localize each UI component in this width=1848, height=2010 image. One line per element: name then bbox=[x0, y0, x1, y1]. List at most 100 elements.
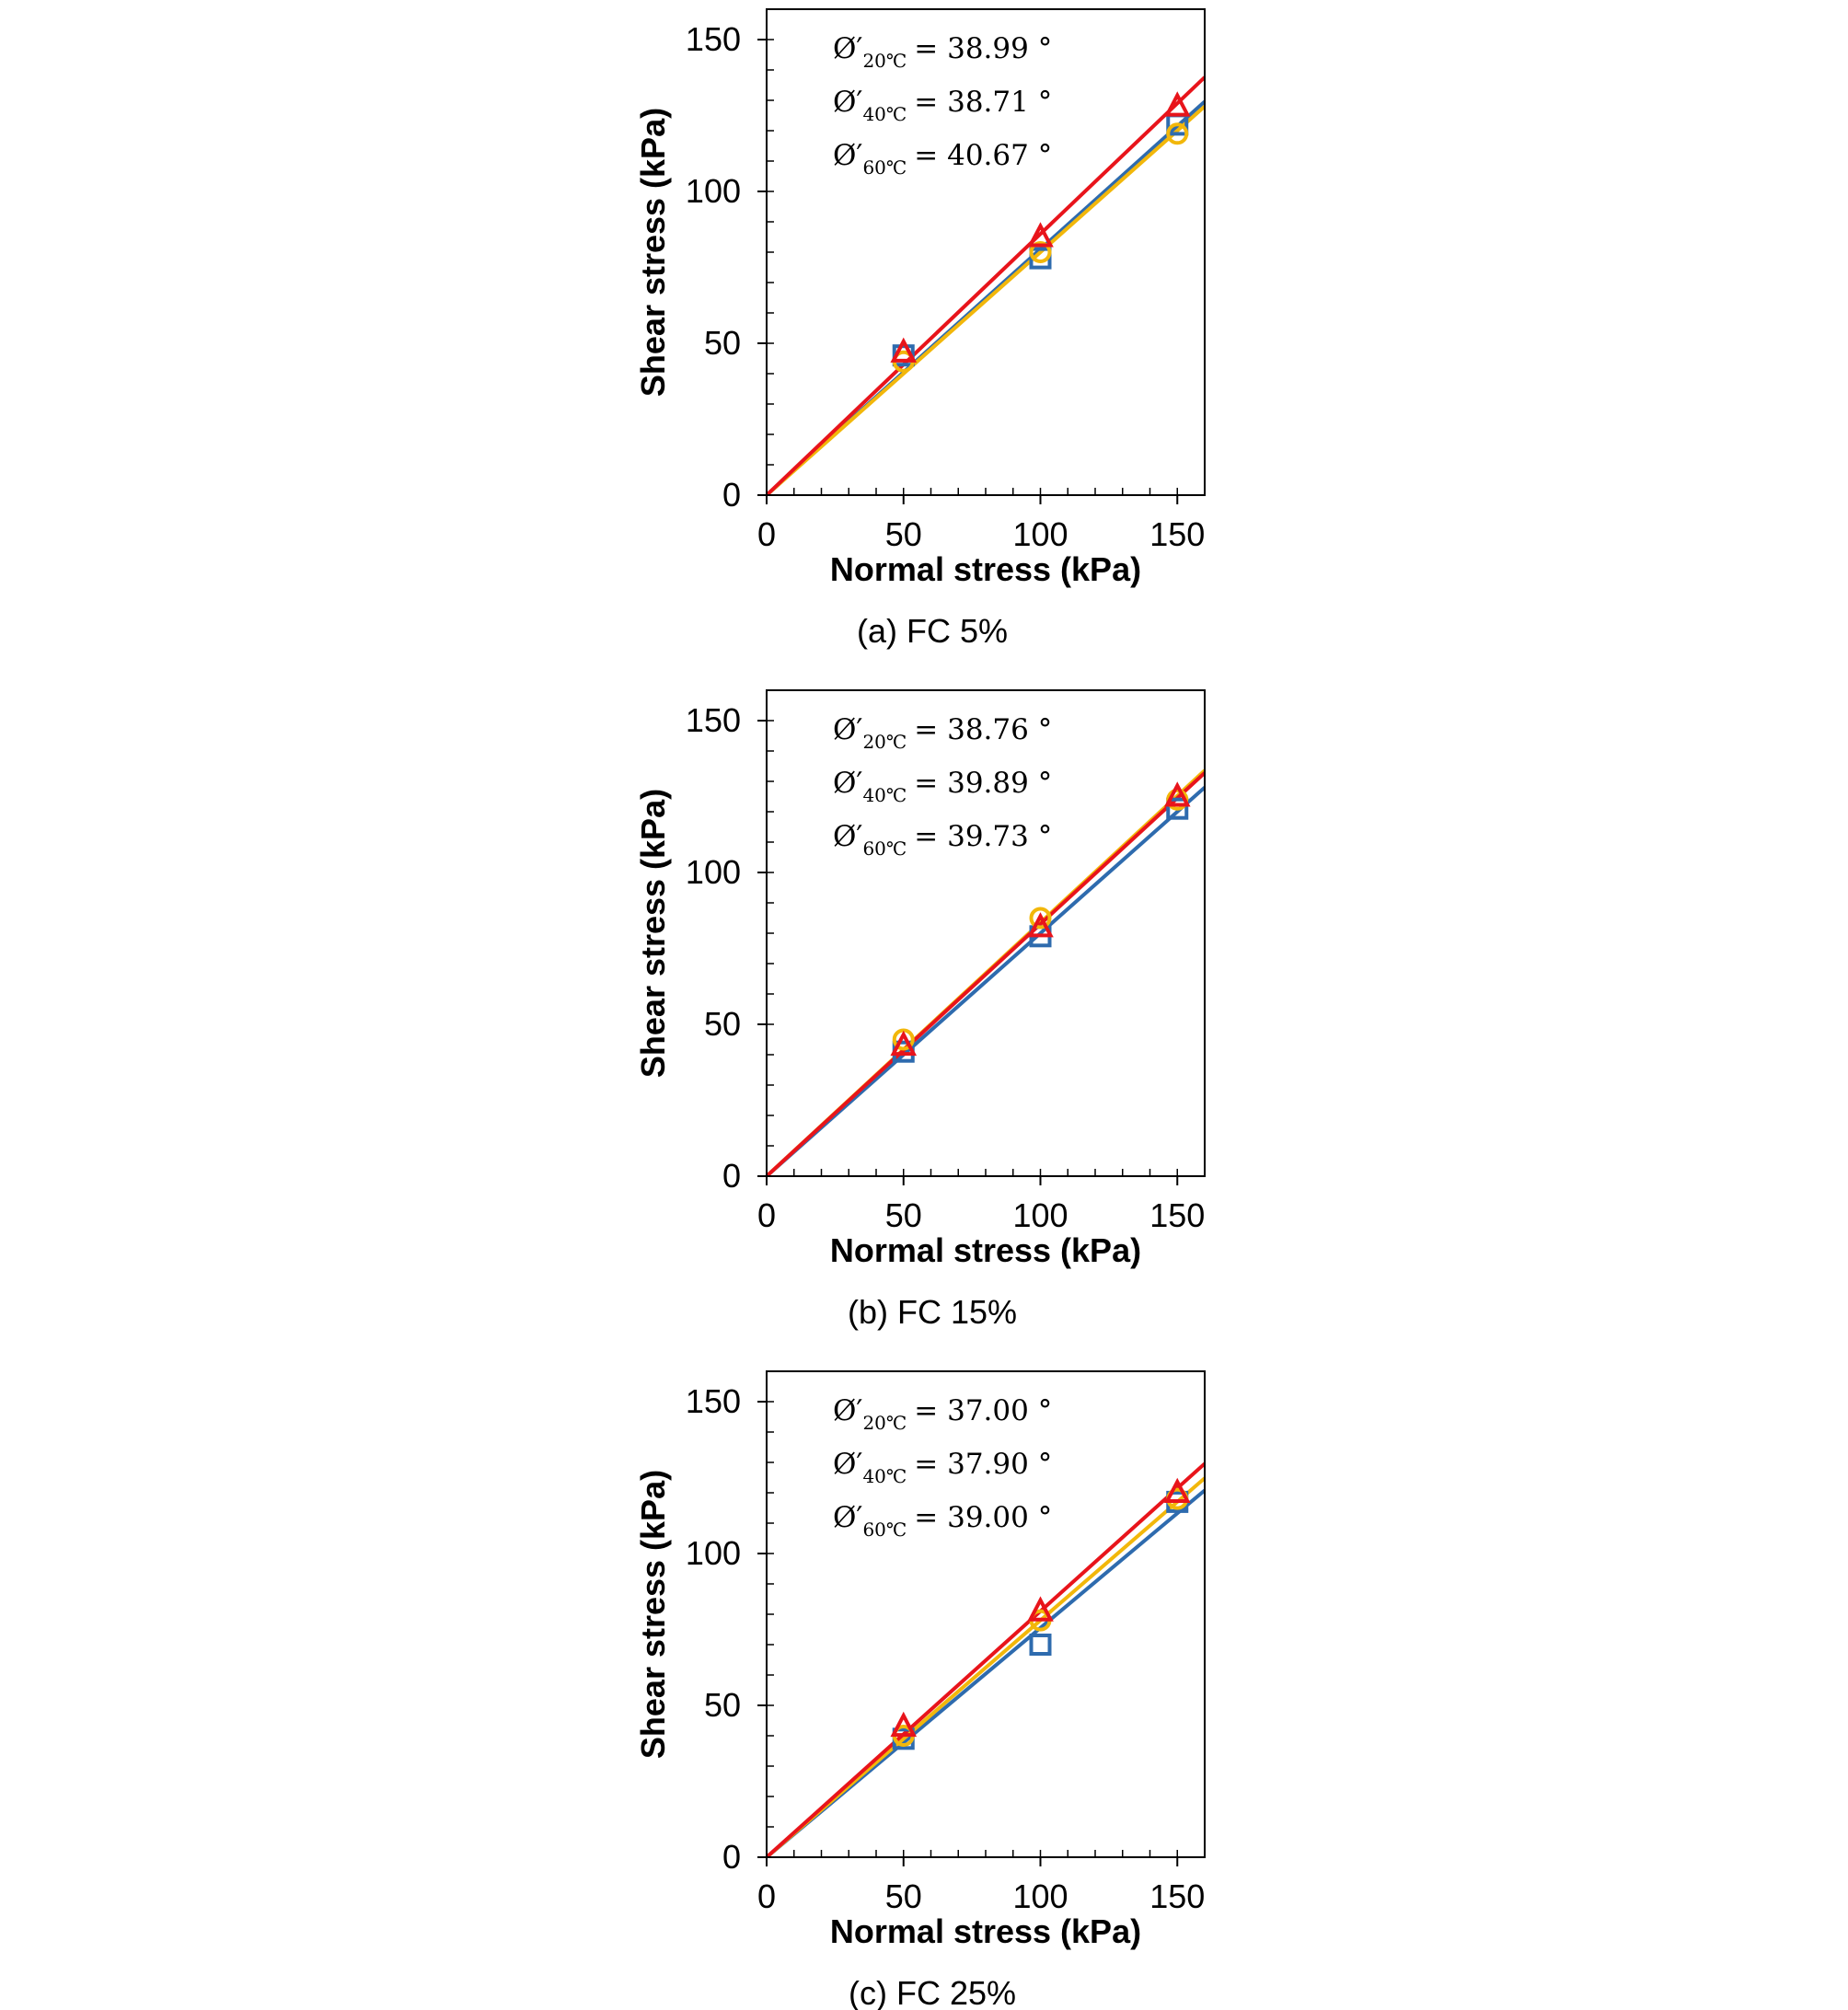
annotation-c-2: Ø′40℃ = 37.90 ° bbox=[833, 1448, 1052, 1487]
x-tick-label-b: 150 bbox=[1149, 1196, 1205, 1234]
triangle-point-b bbox=[1027, 912, 1054, 938]
annotation-b-1-value: = 38.76 ° bbox=[914, 713, 1052, 746]
x-tick-label-b: 100 bbox=[1012, 1196, 1068, 1234]
annotation-b-2-symbol: Ø′ bbox=[833, 767, 862, 800]
y-tick-label-b: 0 bbox=[722, 1157, 741, 1195]
annotation-a-2-symbol: Ø′ bbox=[833, 86, 862, 119]
annotation-a-1-subscript: 20℃ bbox=[862, 50, 907, 72]
y-axis-title-a: Shear stress (kPa) bbox=[634, 108, 672, 397]
annotation-c-2-symbol: Ø′ bbox=[833, 1448, 862, 1481]
circle-point-b bbox=[892, 1028, 915, 1051]
annotation-c-1-subscript: 20℃ bbox=[862, 1412, 907, 1434]
annotation-b-2: Ø′40℃ = 39.89 ° bbox=[833, 767, 1052, 806]
annotation-c-1-symbol: Ø′ bbox=[833, 1394, 862, 1427]
annotation-b-3-symbol: Ø′ bbox=[833, 820, 862, 853]
annotation-b-1: Ø′20℃ = 38.76 ° bbox=[833, 713, 1052, 753]
annotation-b-1-symbol: Ø′ bbox=[833, 713, 862, 746]
annotation-c-3: Ø′60℃ = 39.00 ° bbox=[833, 1501, 1052, 1541]
annotation-b-2-value: = 39.89 ° bbox=[914, 767, 1052, 800]
fit-lines-b bbox=[767, 768, 1205, 1176]
triangle-point-a bbox=[890, 337, 918, 363]
fit-line-triangle-a bbox=[767, 75, 1205, 495]
annotation-a-2: Ø′40℃ = 38.71 ° bbox=[833, 86, 1052, 125]
plot-area-c: 0 50 100 150 0 50 100 150 bbox=[686, 1370, 1206, 1915]
annotation-a-2-value: = 38.71 ° bbox=[914, 86, 1052, 119]
fit-line-triangle-c bbox=[767, 1461, 1205, 1857]
x-tick-label-a: 100 bbox=[1012, 515, 1068, 553]
triangle-point-b bbox=[890, 1030, 918, 1057]
y-tick-label-c: 100 bbox=[686, 1534, 741, 1572]
x-tick-label-c: 100 bbox=[1012, 1877, 1068, 1915]
fit-lines-a bbox=[767, 75, 1205, 495]
triangle-point-c bbox=[1163, 1477, 1191, 1503]
x-tick-label-b: 50 bbox=[885, 1196, 922, 1234]
y-tick-label-a: 0 bbox=[722, 476, 741, 514]
x-tick-label-c: 150 bbox=[1149, 1877, 1205, 1915]
caption-a: (a) FC 5% bbox=[857, 612, 1008, 650]
triangle-point-a bbox=[1027, 222, 1054, 248]
x-axis-title-b: Normal stress (kPa) bbox=[830, 1231, 1141, 1269]
triangle-point-c bbox=[1027, 1596, 1054, 1622]
plot-area-b: 0 50 100 150 0 50 100 150 bbox=[686, 689, 1206, 1234]
fit-line-triangle-b bbox=[767, 771, 1205, 1176]
y-axis-title-c: Shear stress (kPa) bbox=[634, 1470, 672, 1759]
square-point-c bbox=[1029, 1634, 1052, 1656]
plot-frame-a bbox=[766, 8, 1206, 496]
x-tick-label-b: 0 bbox=[757, 1196, 776, 1234]
y-axis-title-b: Shear stress (kPa) bbox=[634, 789, 672, 1078]
annotation-a-1: Ø′20℃ = 38.99 ° bbox=[833, 32, 1052, 72]
triangle-point-b bbox=[1163, 781, 1191, 807]
annotation-c-1: Ø′20℃ = 37.00 ° bbox=[833, 1394, 1052, 1434]
annotation-b-2-subscript: 40℃ bbox=[862, 784, 907, 806]
square-point-b bbox=[1166, 797, 1189, 820]
annotation-b-3-value: = 39.73 ° bbox=[914, 820, 1052, 853]
annotation-a-3-symbol: Ø′ bbox=[833, 139, 862, 172]
annotation-a-3-value: = 40.67 ° bbox=[914, 139, 1052, 172]
annotation-b-3-subscript: 60℃ bbox=[862, 838, 907, 860]
annotation-c-1-value: = 37.00 ° bbox=[914, 1394, 1052, 1427]
plot-area-a: 0 50 100 150 0 50 100 150 bbox=[686, 8, 1206, 553]
y-tick-label-a: 100 bbox=[686, 172, 741, 210]
annotation-a-3-subscript: 60℃ bbox=[862, 156, 907, 179]
y-tick-label-b: 100 bbox=[686, 853, 741, 891]
circle-point-b bbox=[1029, 907, 1052, 930]
annotation-c-3-subscript: 60℃ bbox=[862, 1519, 907, 1541]
caption-b: (b) FC 15% bbox=[848, 1293, 1017, 1331]
triangle-point-a bbox=[1163, 91, 1191, 117]
y-tick-label-a: 50 bbox=[704, 324, 741, 362]
plot-frame-b bbox=[766, 689, 1206, 1177]
annotation-a-1-symbol: Ø′ bbox=[833, 32, 862, 65]
triangle-point-c bbox=[890, 1711, 918, 1738]
circle-point-a bbox=[1166, 122, 1189, 145]
x-tick-label-a: 50 bbox=[885, 515, 922, 553]
annotation-a-2-subscript: 40℃ bbox=[862, 103, 907, 125]
x-tick-label-a: 150 bbox=[1149, 515, 1205, 553]
annotation-b-3: Ø′60℃ = 39.73 ° bbox=[833, 820, 1052, 860]
fit-lines-c bbox=[767, 1461, 1205, 1857]
annotation-a-3: Ø′60℃ = 40.67 ° bbox=[833, 139, 1052, 179]
x-tick-label-a: 0 bbox=[757, 515, 776, 553]
fit-line-circle-a bbox=[767, 105, 1205, 495]
y-tick-label-b: 50 bbox=[704, 1005, 741, 1043]
annotation-c-2-subscript: 40℃ bbox=[862, 1465, 907, 1487]
annotation-a-1-value: = 38.99 ° bbox=[914, 32, 1052, 65]
x-axis-title-c: Normal stress (kPa) bbox=[830, 1912, 1141, 1950]
annotation-b-1-subscript: 20℃ bbox=[862, 731, 907, 753]
y-tick-label-a: 150 bbox=[686, 20, 741, 58]
caption-c: (c) FC 25% bbox=[849, 1974, 1016, 2010]
x-axis-title-a: Normal stress (kPa) bbox=[830, 550, 1141, 588]
y-tick-label-c: 0 bbox=[722, 1838, 741, 1876]
y-tick-label-b: 150 bbox=[686, 701, 741, 739]
y-tick-label-c: 50 bbox=[704, 1686, 741, 1724]
circle-point-a bbox=[1029, 241, 1052, 263]
annotation-c-3-value: = 39.00 ° bbox=[914, 1501, 1052, 1534]
plot-frame-c bbox=[766, 1370, 1206, 1858]
x-tick-label-c: 0 bbox=[757, 1877, 776, 1915]
annotation-c-2-value: = 37.90 ° bbox=[914, 1448, 1052, 1481]
x-tick-label-c: 50 bbox=[885, 1877, 922, 1915]
annotation-c-3-symbol: Ø′ bbox=[833, 1501, 862, 1534]
